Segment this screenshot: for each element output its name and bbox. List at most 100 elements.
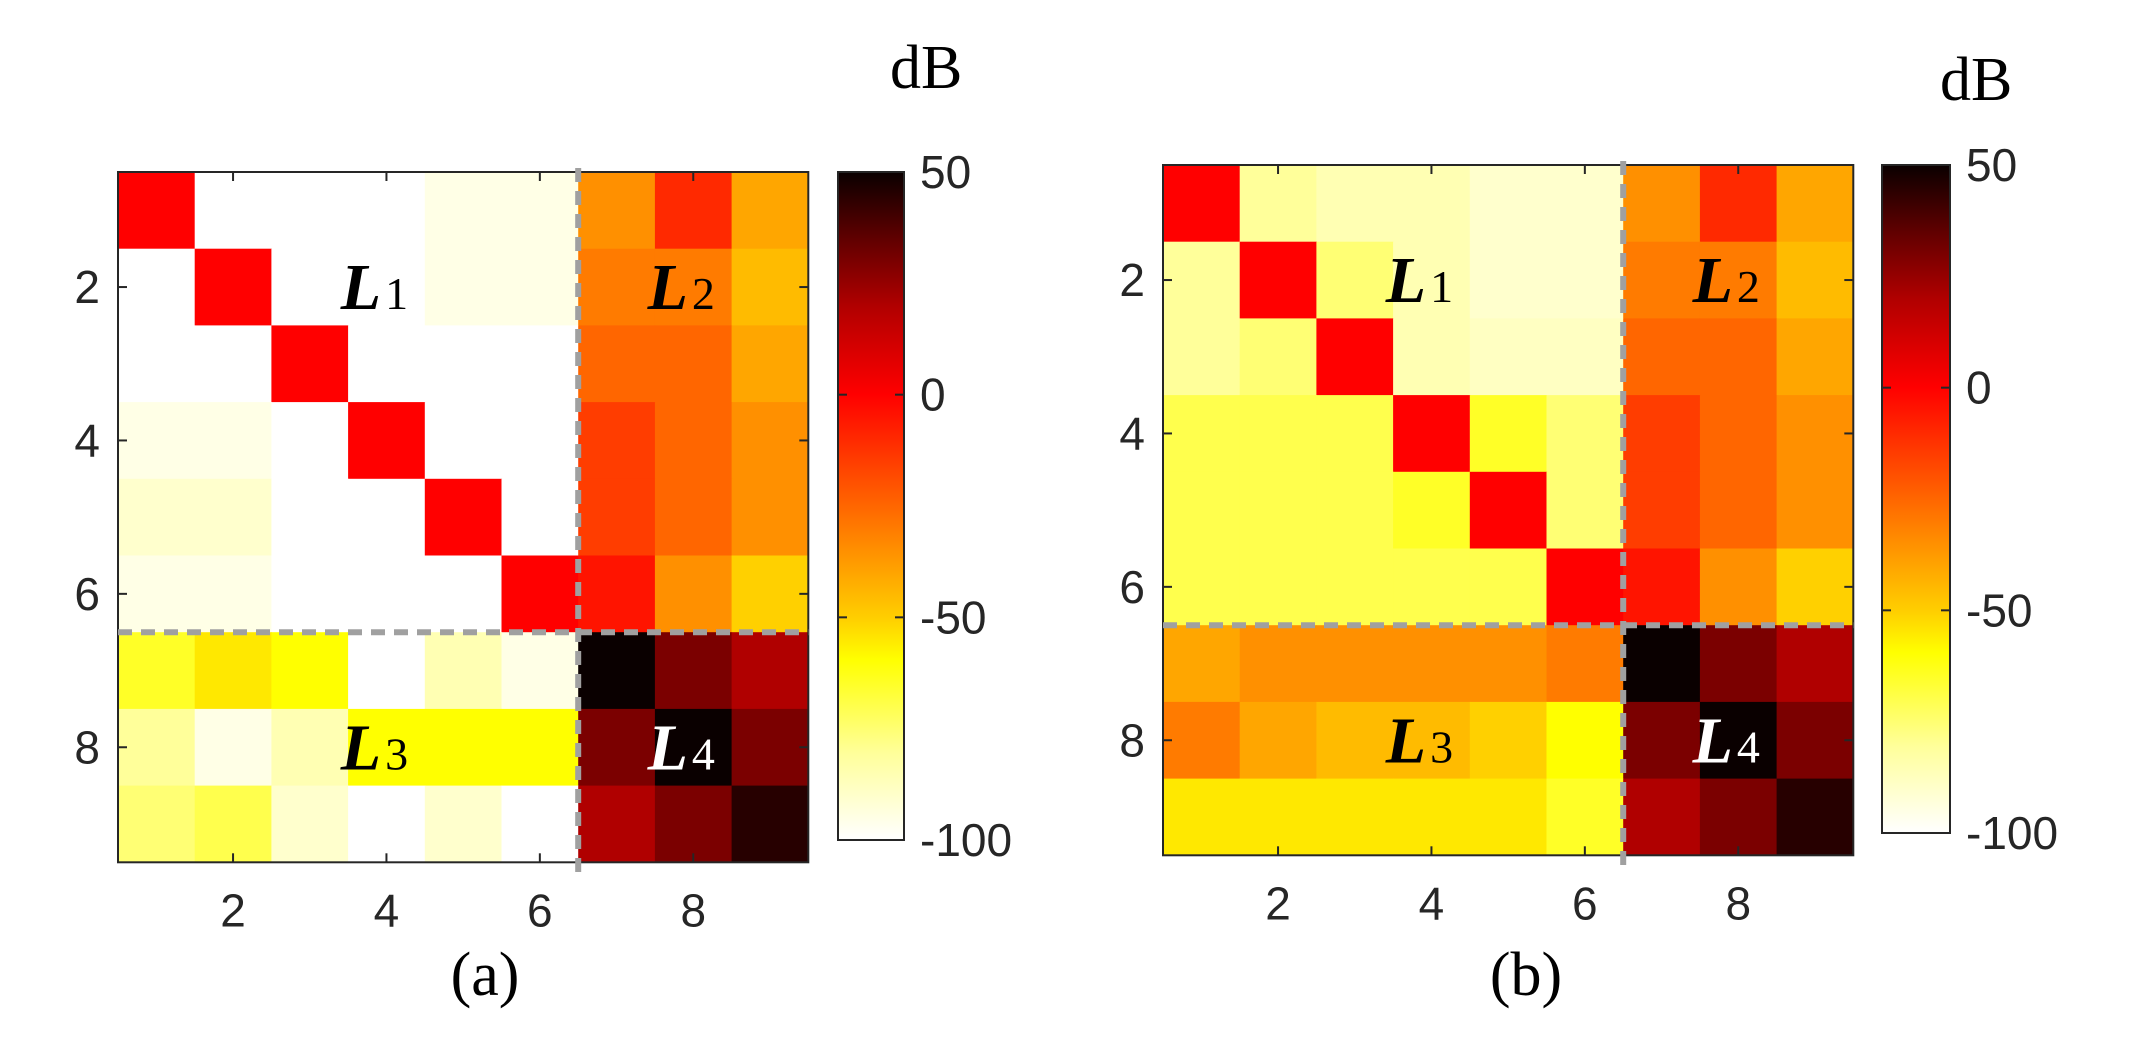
y-tick-label: 4 bbox=[74, 414, 100, 466]
region-label: L4 bbox=[647, 711, 715, 784]
region-label: L3 bbox=[1385, 704, 1453, 777]
heatmap-cell bbox=[271, 478, 349, 557]
heatmap-cell bbox=[1393, 395, 1471, 473]
heatmap-cell bbox=[1776, 778, 1854, 856]
heatmap-cell bbox=[1239, 625, 1317, 703]
heatmap-cell bbox=[501, 708, 579, 787]
heatmap-panel-b: 2 4 6 8 2 4 6 8 L1 L2 L3 L4 50 0 -50 -100 dB (b) bbox=[1119, 46, 2058, 1009]
heatmap-cell bbox=[731, 785, 809, 863]
heatmap-cell bbox=[118, 172, 196, 250]
heatmap-cell bbox=[1163, 701, 1241, 780]
heatmap-cell bbox=[1546, 548, 1624, 626]
heatmap-cell bbox=[118, 478, 196, 557]
heatmap-cell bbox=[1699, 395, 1778, 473]
heatmap-cell bbox=[731, 708, 809, 787]
heatmap-cell bbox=[1699, 165, 1778, 243]
heatmap-cell bbox=[424, 248, 503, 326]
heatmap-cell bbox=[194, 478, 272, 557]
colorbar-tick-label: -100 bbox=[1966, 807, 2058, 859]
heatmap-cell bbox=[118, 325, 196, 403]
heatmap-cell bbox=[1393, 318, 1471, 396]
heatmap-cell bbox=[424, 708, 503, 787]
heatmap-cell bbox=[1546, 778, 1624, 856]
heatmap-cell bbox=[1469, 548, 1548, 626]
heatmap-cell bbox=[424, 785, 503, 863]
heatmap-cell bbox=[1239, 778, 1317, 856]
heatmap-cell bbox=[1316, 471, 1394, 550]
heatmap-cell bbox=[501, 172, 579, 250]
colorbar-tick-label: -50 bbox=[1966, 584, 2032, 636]
heatmap-cell bbox=[654, 708, 733, 787]
heatmap-cell bbox=[1776, 241, 1854, 319]
heatmap-cell bbox=[654, 632, 733, 710]
heatmap-cell bbox=[194, 248, 272, 326]
x-tick-label: 6 bbox=[1572, 877, 1598, 929]
heatmap-cell bbox=[1163, 395, 1241, 473]
y-tick-label: 6 bbox=[1119, 561, 1145, 613]
heatmap-cell bbox=[1776, 395, 1854, 473]
heatmap-cell bbox=[1623, 241, 1701, 319]
heatmap-cell bbox=[501, 402, 579, 480]
heatmap-cell bbox=[1239, 548, 1317, 626]
colorbar-gradient bbox=[1882, 165, 1950, 833]
heatmap-panel-a: 2 4 6 8 2 4 6 8 L1 L2 L3 L4 50 0 -50 -100 dB (a) bbox=[74, 34, 1012, 1009]
heatmap-cell bbox=[1239, 701, 1317, 780]
heatmap-cell bbox=[1239, 395, 1317, 473]
heatmap-cell bbox=[501, 248, 579, 326]
heatmap-cell bbox=[1699, 318, 1778, 396]
heatmap-cell bbox=[194, 172, 272, 250]
heatmap-cell bbox=[424, 172, 503, 250]
heatmap-cell bbox=[1163, 241, 1241, 319]
heatmap-cell bbox=[1623, 701, 1701, 780]
heatmap-cell bbox=[1699, 701, 1778, 780]
heatmap-cell bbox=[424, 478, 503, 557]
heatmap-cell bbox=[654, 478, 733, 557]
heatmap-cell bbox=[348, 172, 426, 250]
heatmap-cell bbox=[1239, 165, 1317, 243]
colorbar-unit-label: dB bbox=[890, 34, 962, 102]
heatmap-cell bbox=[118, 248, 196, 326]
heatmap-cell bbox=[271, 325, 349, 403]
heatmap-cell bbox=[1163, 778, 1241, 856]
heatmap-cell bbox=[271, 402, 349, 480]
colorbar-frame bbox=[1881, 164, 1951, 834]
heatmap-cell bbox=[731, 325, 809, 403]
heatmap-cell bbox=[271, 785, 349, 863]
colorbar-tick-label: -100 bbox=[920, 814, 1012, 866]
heatmap-cell bbox=[731, 632, 809, 710]
x-tick-label: 4 bbox=[1419, 877, 1445, 929]
colorbar-tick-label: 0 bbox=[920, 369, 946, 421]
heatmap-cell bbox=[1699, 625, 1778, 703]
heatmap-cell bbox=[1623, 548, 1701, 626]
heatmap-cell bbox=[1469, 395, 1548, 473]
heatmap-cell bbox=[578, 248, 656, 326]
heatmap-cell bbox=[1546, 395, 1624, 473]
heatmap-cell bbox=[1163, 165, 1241, 243]
axes-frame bbox=[1162, 164, 1855, 857]
heatmap-cell bbox=[194, 708, 272, 787]
heatmap-cell bbox=[578, 402, 656, 480]
heatmap-cell bbox=[578, 172, 656, 250]
heatmap-cell bbox=[731, 555, 809, 633]
heatmap-cell bbox=[1316, 395, 1394, 473]
heatmap-cell bbox=[1393, 548, 1471, 626]
heatmap-cell bbox=[1546, 701, 1624, 780]
heatmap-cell bbox=[578, 632, 656, 710]
panel-caption: (b) bbox=[1490, 941, 1562, 1009]
y-tick-label: 8 bbox=[1119, 714, 1145, 766]
colorbar-frame bbox=[837, 171, 905, 841]
heatmap-cell bbox=[654, 325, 733, 403]
heatmap-cell bbox=[1393, 625, 1471, 703]
heatmap-cell bbox=[578, 708, 656, 787]
heatmap-cell bbox=[501, 632, 579, 710]
heatmap-cell bbox=[578, 478, 656, 557]
heatmap-cell bbox=[1776, 625, 1854, 703]
heatmap-cell bbox=[654, 785, 733, 863]
x-tick-label: 6 bbox=[527, 884, 553, 936]
heatmap-cell bbox=[731, 248, 809, 326]
heatmap-cell bbox=[1776, 471, 1854, 550]
heatmap-cell bbox=[1316, 625, 1394, 703]
heatmap-cell bbox=[194, 555, 272, 633]
heatmap-cell bbox=[118, 632, 196, 710]
